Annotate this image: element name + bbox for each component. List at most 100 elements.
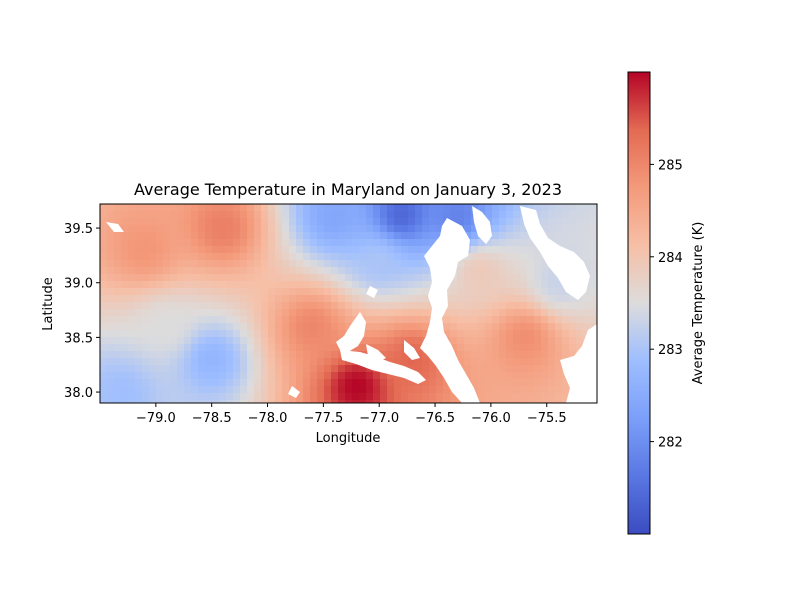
heatmap-cell bbox=[191, 316, 199, 324]
heatmap-cell bbox=[100, 344, 108, 352]
heatmap-cell bbox=[338, 239, 346, 247]
heatmap-cell bbox=[226, 351, 234, 359]
heatmap-cell bbox=[401, 288, 409, 296]
heatmap-cell bbox=[289, 330, 297, 338]
heatmap-cell bbox=[324, 386, 332, 394]
heatmap-cell bbox=[121, 302, 129, 310]
heatmap-cell bbox=[184, 260, 192, 268]
heatmap-cell bbox=[485, 365, 493, 373]
heatmap-cell bbox=[527, 309, 535, 317]
heatmap-cell bbox=[520, 344, 528, 352]
heatmap-cell bbox=[107, 393, 115, 401]
heatmap-cell bbox=[219, 281, 227, 289]
heatmap-cell bbox=[520, 379, 528, 387]
heatmap-cell bbox=[310, 239, 318, 247]
heatmap-cell bbox=[268, 393, 276, 401]
heatmap-cell bbox=[331, 288, 339, 296]
heatmap-cell bbox=[590, 274, 597, 282]
heatmap-cell bbox=[233, 337, 241, 345]
heatmap-cell bbox=[324, 393, 332, 401]
heatmap-cell bbox=[303, 386, 311, 394]
heatmap-cell bbox=[527, 316, 535, 324]
heatmap-cell bbox=[268, 302, 276, 310]
heatmap-cell bbox=[212, 274, 220, 282]
heatmap-cell bbox=[240, 253, 248, 261]
heatmap-cell bbox=[317, 288, 325, 296]
heatmap-cell bbox=[310, 204, 318, 212]
heatmap-cell bbox=[366, 274, 374, 282]
heatmap-cell bbox=[331, 211, 339, 219]
heatmap-cell bbox=[513, 393, 521, 401]
heatmap-cell bbox=[247, 225, 255, 233]
heatmap-cell bbox=[296, 400, 304, 403]
heatmap-cell bbox=[128, 260, 136, 268]
heatmap-cell bbox=[345, 225, 353, 233]
heatmap-cell bbox=[128, 337, 136, 345]
heatmap-cell bbox=[317, 260, 325, 268]
heatmap-cell bbox=[310, 344, 318, 352]
heatmap-cell bbox=[590, 260, 597, 268]
heatmap-cell bbox=[506, 211, 514, 219]
heatmap-cell bbox=[191, 288, 199, 296]
heatmap-cell bbox=[366, 267, 374, 275]
heatmap-cell bbox=[317, 351, 325, 359]
heatmap-cell bbox=[590, 232, 597, 240]
heatmap-cell bbox=[562, 288, 570, 296]
heatmap-cell bbox=[268, 267, 276, 275]
heatmap-cell bbox=[177, 344, 185, 352]
heatmap-cell bbox=[492, 351, 500, 359]
heatmap-cell bbox=[163, 358, 171, 366]
heatmap-cell bbox=[275, 337, 283, 345]
heatmap-cell bbox=[541, 358, 549, 366]
heatmap-cell bbox=[401, 218, 409, 226]
heatmap-cell bbox=[184, 386, 192, 394]
heatmap-cell bbox=[128, 386, 136, 394]
heatmap-cell bbox=[534, 295, 542, 303]
heatmap-cell bbox=[226, 281, 234, 289]
heatmap-cell bbox=[184, 218, 192, 226]
heatmap-cell bbox=[485, 358, 493, 366]
heatmap-cell bbox=[177, 281, 185, 289]
heatmap-cell bbox=[149, 393, 157, 401]
heatmap-cell bbox=[191, 309, 199, 317]
heatmap-cell bbox=[310, 400, 318, 403]
heatmap-cell bbox=[191, 239, 199, 247]
heatmap-cell bbox=[233, 211, 241, 219]
heatmap-cell bbox=[142, 400, 150, 403]
heatmap-cell bbox=[513, 330, 521, 338]
heatmap-cell bbox=[387, 344, 395, 352]
heatmap-cell bbox=[240, 393, 248, 401]
heatmap-cell bbox=[296, 393, 304, 401]
heatmap-cell bbox=[324, 225, 332, 233]
heatmap-cell bbox=[226, 330, 234, 338]
heatmap-cell bbox=[156, 246, 164, 254]
heatmap-cell bbox=[520, 393, 528, 401]
heatmap-cell bbox=[198, 386, 206, 394]
heatmap-cell bbox=[268, 372, 276, 380]
heatmap-cell bbox=[373, 386, 381, 394]
heatmap-cell bbox=[170, 393, 178, 401]
heatmap-cell bbox=[436, 393, 444, 401]
heatmap-cell bbox=[359, 246, 367, 254]
heatmap-cell bbox=[226, 253, 234, 261]
heatmap-cell bbox=[261, 253, 269, 261]
heatmap-cell bbox=[324, 260, 332, 268]
heatmap-cell bbox=[289, 246, 297, 254]
heatmap-cell bbox=[100, 358, 108, 366]
heatmap-cell bbox=[359, 239, 367, 247]
y-tick-label: 39.0 bbox=[64, 277, 93, 292]
heatmap-cell bbox=[107, 386, 115, 394]
heatmap-cell bbox=[485, 323, 493, 331]
heatmap-cell bbox=[317, 309, 325, 317]
heatmap-cell bbox=[177, 232, 185, 240]
heatmap-cell bbox=[338, 253, 346, 261]
heatmap-cell bbox=[177, 211, 185, 219]
heatmap-cell bbox=[296, 281, 304, 289]
heatmap-cell bbox=[506, 323, 514, 331]
heatmap-cell bbox=[282, 372, 290, 380]
heatmap-cell bbox=[422, 295, 430, 303]
heatmap-cell bbox=[163, 337, 171, 345]
heatmap-cell bbox=[247, 260, 255, 268]
heatmap-cell bbox=[457, 337, 465, 345]
